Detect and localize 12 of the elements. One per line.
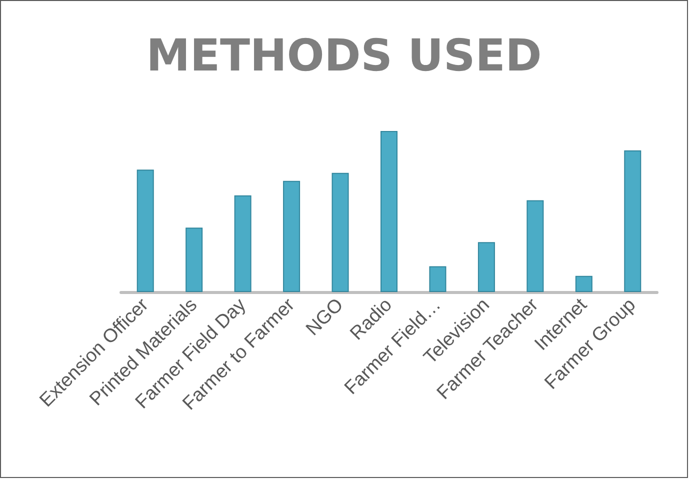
bar: [429, 266, 446, 292]
bar: [186, 228, 203, 292]
chart-title: METHODS USED: [146, 30, 542, 82]
bar: [332, 172, 349, 292]
bar: [283, 180, 300, 292]
bar: [380, 131, 398, 292]
bar: [575, 276, 592, 292]
bar: [624, 150, 642, 292]
bar: [136, 170, 154, 292]
bar: [478, 242, 495, 292]
bar: [526, 200, 544, 292]
bar: [234, 195, 252, 292]
